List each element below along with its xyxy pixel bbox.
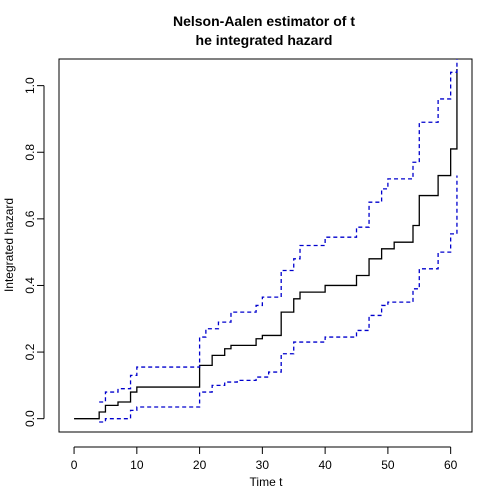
- x-tick-label: 10: [130, 458, 144, 472]
- series-layer: [74, 59, 458, 423]
- series-line-lower-confidence-limit: [99, 175, 458, 423]
- series-line-estimate: [74, 68, 458, 420]
- x-axis-label: Time t: [250, 475, 284, 489]
- x-tick-label: 30: [256, 458, 270, 472]
- y-axis-label: Integrated hazard: [2, 198, 16, 292]
- series-line-upper-confidence-limit: [99, 59, 458, 403]
- x-tick-label: 60: [444, 458, 458, 472]
- y-tick-label: 0.0: [23, 410, 37, 427]
- x-axis: 0 10 20 30 40 50 60: [71, 446, 458, 472]
- y-tick-label: 1.0: [23, 77, 37, 94]
- x-tick-label: 50: [381, 458, 395, 472]
- y-tick-label: 0.6: [23, 210, 37, 227]
- plot-box: [58, 58, 473, 433]
- x-tick-label: 0: [71, 458, 78, 472]
- y-axis: 0.0 0.2 0.4 0.6 0.8 1.0: [23, 77, 45, 427]
- x-tick-label: 40: [318, 458, 332, 472]
- y-tick-label: 0.4: [23, 277, 37, 294]
- chart-title-line-1: Nelson-Aalen estimator of t: [173, 13, 355, 29]
- y-tick-label: 0.2: [23, 343, 37, 360]
- y-tick-label: 0.8: [23, 144, 37, 161]
- x-tick-label: 20: [193, 458, 207, 472]
- chart-title-line-2: he integrated hazard: [196, 32, 333, 48]
